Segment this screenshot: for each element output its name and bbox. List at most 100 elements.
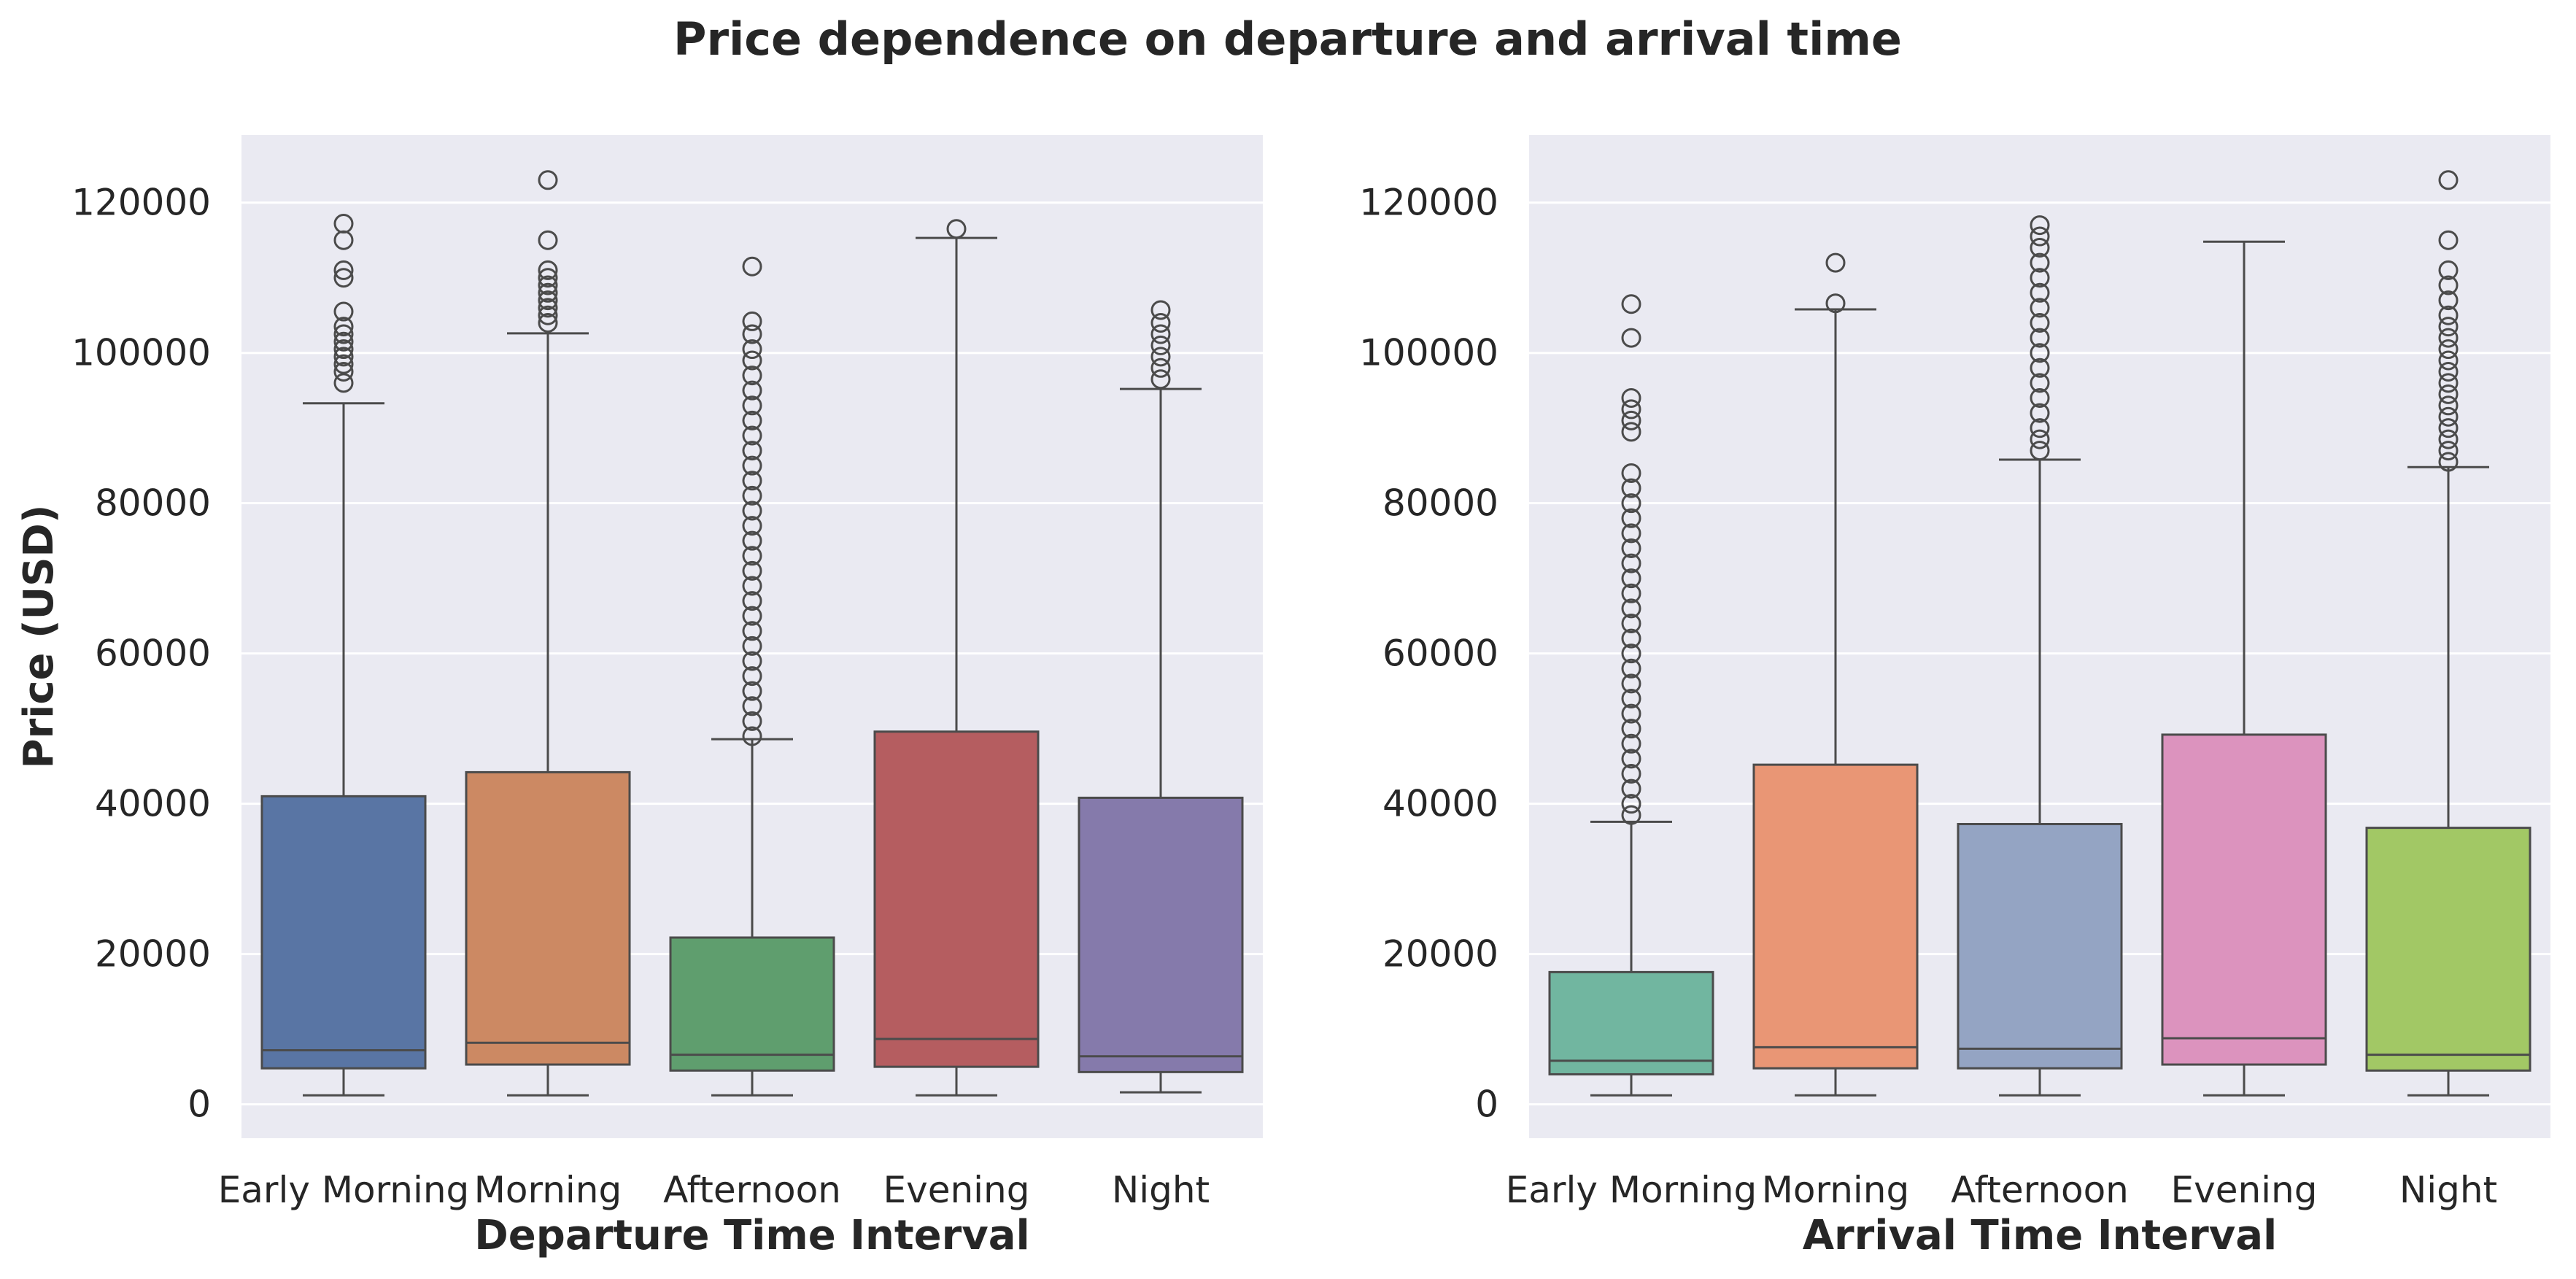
outlier-point bbox=[742, 621, 762, 641]
outlier-point bbox=[538, 312, 558, 333]
outlier-point bbox=[742, 651, 762, 671]
outlier-point bbox=[2438, 275, 2459, 295]
arrival-evening-box bbox=[2161, 240, 2327, 1097]
outlier-point bbox=[333, 361, 354, 382]
outlier-point bbox=[1621, 688, 1641, 708]
arrival-boxplot-panel: 0 20000 40000 60000 80000 100000 120000 Early M… bbox=[1359, 135, 2550, 1259]
outlier-point bbox=[742, 425, 762, 446]
outlier-point bbox=[2030, 268, 2050, 288]
y-tick-label: 0 bbox=[1475, 1083, 1498, 1126]
iqr-box bbox=[873, 730, 1040, 1068]
outlier-point bbox=[2438, 441, 2459, 461]
outlier-point bbox=[333, 268, 354, 288]
y-tick-label: 40000 bbox=[95, 783, 211, 825]
outlier-point bbox=[742, 395, 762, 416]
outlier-point bbox=[538, 282, 558, 303]
outlier-point bbox=[742, 591, 762, 611]
outlier-point bbox=[333, 339, 354, 360]
x-tick-label: Early Morning bbox=[218, 1169, 470, 1211]
outlier-point bbox=[1621, 523, 1641, 544]
x-tick-label: Evening bbox=[883, 1169, 1030, 1211]
iqr-box bbox=[1548, 970, 1714, 1075]
outlier-point bbox=[742, 576, 762, 596]
y-tick-label: 0 bbox=[187, 1083, 211, 1126]
outlier-point bbox=[333, 260, 354, 280]
outlier-point bbox=[333, 347, 354, 367]
outlier-point bbox=[1621, 778, 1641, 799]
iqr-box bbox=[1078, 796, 1244, 1073]
arrival-early-morning-box bbox=[1548, 294, 1714, 1097]
iqr-box bbox=[669, 936, 835, 1072]
outlier-point bbox=[1621, 538, 1641, 558]
y-tick-label: 120000 bbox=[1359, 182, 1498, 224]
outlier-point bbox=[2030, 403, 2050, 423]
outlier-point bbox=[742, 366, 762, 386]
departure-morning-box bbox=[465, 170, 631, 1097]
departure-afternoon-box bbox=[669, 256, 835, 1097]
outlier-point bbox=[333, 317, 354, 337]
y-axis-label: Price (USD) bbox=[15, 504, 63, 768]
chart-title: Price dependence on departure and arriva… bbox=[673, 12, 1902, 66]
outlier-point bbox=[1621, 628, 1641, 649]
outlier-point bbox=[1150, 300, 1171, 320]
outlier-point bbox=[1621, 763, 1641, 784]
arrival-afternoon-box bbox=[1957, 215, 2123, 1097]
y-tick-label: 80000 bbox=[95, 482, 211, 525]
y-tick-label: 20000 bbox=[1382, 933, 1498, 975]
y-tick-label: 60000 bbox=[95, 633, 211, 675]
y-tick-label: 20000 bbox=[95, 933, 211, 975]
outlier-point bbox=[742, 606, 762, 626]
outlier-point bbox=[2438, 406, 2459, 427]
outlier-point bbox=[742, 516, 762, 536]
outlier-point bbox=[333, 324, 354, 344]
departure-boxplot-panel: 0 20000 40000 60000 80000 100000 120000 Early M… bbox=[15, 135, 1263, 1259]
outlier-point bbox=[2030, 282, 2050, 303]
outlier-point bbox=[2030, 215, 2050, 236]
outlier-point bbox=[742, 711, 762, 731]
outlier-point bbox=[742, 530, 762, 551]
outlier-point bbox=[2438, 328, 2459, 348]
outlier-point bbox=[2438, 170, 2459, 190]
outlier-point bbox=[538, 170, 558, 190]
outlier-point bbox=[742, 311, 762, 331]
x-tick-label: Early Morning bbox=[1506, 1169, 1757, 1211]
outlier-point bbox=[1621, 703, 1641, 724]
outlier-point bbox=[946, 219, 967, 239]
x-tick-label: Morning bbox=[474, 1169, 622, 1211]
outlier-point bbox=[2438, 384, 2459, 404]
outlier-point bbox=[2438, 305, 2459, 325]
outlier-point bbox=[742, 350, 762, 371]
outlier-point bbox=[742, 726, 762, 746]
outlier-point bbox=[1621, 644, 1641, 664]
outlier-point bbox=[742, 339, 762, 360]
y-tick-label: 60000 bbox=[1382, 633, 1498, 675]
outlier-point bbox=[2438, 317, 2459, 337]
outlier-point bbox=[1621, 719, 1641, 739]
outlier-point bbox=[742, 380, 762, 401]
outlier-point bbox=[2438, 361, 2459, 382]
outlier-point bbox=[2438, 452, 2459, 472]
x-tick-label: Afternoon bbox=[1951, 1169, 2129, 1211]
outlier-point bbox=[1621, 794, 1641, 814]
outlier-point bbox=[2030, 358, 2050, 378]
y-tick-label: 40000 bbox=[1382, 783, 1498, 825]
outlier-point bbox=[2438, 373, 2459, 393]
outlier-point bbox=[538, 230, 558, 250]
outlier-point bbox=[1621, 294, 1641, 314]
outlier-point bbox=[742, 410, 762, 430]
outlier-point bbox=[1621, 673, 1641, 694]
outlier-point bbox=[2030, 298, 2050, 318]
outlier-point bbox=[1150, 347, 1171, 367]
outlier-point bbox=[538, 275, 558, 295]
iqr-box bbox=[260, 795, 427, 1070]
outlier-point bbox=[742, 681, 762, 701]
iqr-box bbox=[1752, 763, 1919, 1070]
outlier-point bbox=[1621, 805, 1641, 825]
x-axis-label: Departure Time Interval bbox=[474, 1212, 1029, 1259]
outlier-point bbox=[2438, 395, 2459, 416]
outlier-point bbox=[333, 301, 354, 322]
outlier-point bbox=[2030, 328, 2050, 348]
outlier-point bbox=[538, 305, 558, 325]
outlier-point bbox=[2030, 252, 2050, 273]
outlier-point bbox=[2438, 350, 2459, 371]
